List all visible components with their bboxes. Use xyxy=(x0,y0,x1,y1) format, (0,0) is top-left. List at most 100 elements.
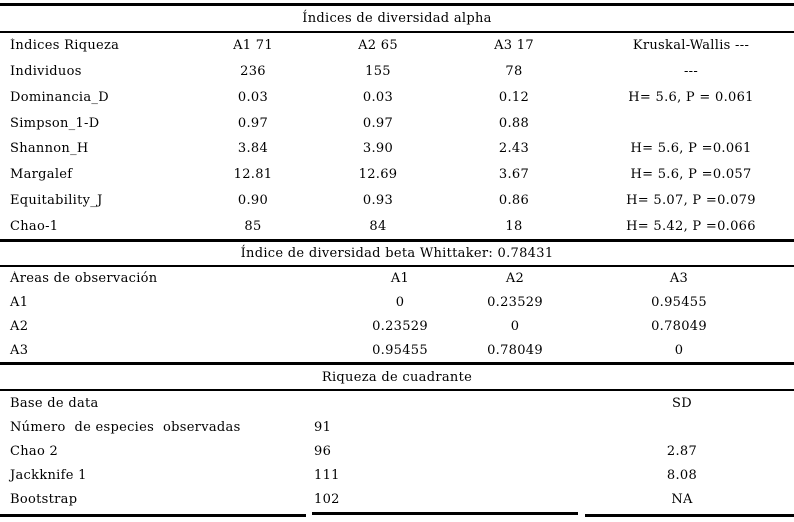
value-cell: 2.87 xyxy=(666,443,698,459)
value-cell: 0.86 xyxy=(498,192,530,208)
value-cell: 0.12 xyxy=(498,89,530,105)
value-cell: 111 xyxy=(314,468,340,484)
table-row: Margalef 12.81 12.69 3.67 H= 5.6, P =0.057 xyxy=(0,162,794,188)
alpha-beta-divider-rule xyxy=(0,239,794,242)
value-cell: 78 xyxy=(505,64,523,80)
table-row: Jackknife 1 111 8.08 xyxy=(0,464,794,488)
value-cell: 84 xyxy=(369,218,387,234)
table-row: Simpson_1-D 0.97 0.97 0.88 xyxy=(0,110,794,136)
value-cell: 102 xyxy=(314,492,340,508)
value-cell: 2.43 xyxy=(498,141,530,157)
quadrant-table-body: Base de data SD Número de especies observa… xyxy=(0,391,794,512)
section-beta-diversity: Índice de diversidad beta Whittaker: 0.7… xyxy=(0,242,794,362)
value-cell: 0 xyxy=(395,295,405,311)
value-cell: 0.95455 xyxy=(372,342,428,358)
value-cell: 12.69 xyxy=(358,167,398,183)
value-cell: 96 xyxy=(314,443,332,459)
value-cell: --- xyxy=(683,64,699,80)
bottom-rule-middle-segment xyxy=(312,511,578,515)
value-cell: A3 xyxy=(669,271,689,287)
quadrant-section-title: Riqueza de cuadrante xyxy=(321,369,473,385)
value-cell: H= 5.6, P = 0.061 xyxy=(628,89,754,105)
row-label-cell: Equitability_J xyxy=(10,192,103,208)
value-cell: 8.08 xyxy=(666,468,698,484)
value-cell: 0 xyxy=(674,342,684,358)
table-row: Índices Riqueza A1 71 A2 65 A3 17 Kruskal-Wa… xyxy=(0,33,794,59)
beta-section-title: Índice de diversidad beta Whittaker: 0.7… xyxy=(240,246,554,261)
value-cell: 91 xyxy=(314,419,332,435)
table-row: Individuos 236 155 78 --- xyxy=(0,59,794,85)
row-label-cell: Jackknife 1 xyxy=(10,468,87,484)
alpha-table-body: Índices Riqueza A1 71 A2 65 A3 17 Kruskal-Wa… xyxy=(0,33,794,239)
value-cell: 0.23529 xyxy=(487,295,543,311)
row-label-cell: Margalef xyxy=(10,167,73,183)
row-label-cell: Shannon_H xyxy=(10,141,89,157)
value-cell: NA xyxy=(671,492,693,508)
row-label-cell: Base de data xyxy=(10,395,99,411)
value-cell: A3 17 xyxy=(494,38,534,54)
value-cell: 0 xyxy=(510,318,520,334)
bottom-rule xyxy=(0,511,794,518)
top-rule xyxy=(0,3,794,6)
value-cell: 0.88 xyxy=(498,115,530,131)
value-cell: 155 xyxy=(365,64,391,80)
value-cell: A1 xyxy=(390,271,410,287)
table-row: Shannon_H 3.84 3.90 2.43 H= 5.6, P =0.061 xyxy=(0,136,794,162)
value-cell: 18 xyxy=(505,218,523,234)
row-label-cell: Chao 2 xyxy=(10,443,59,459)
table-row: A1 0 0.23529 0.95455 xyxy=(0,291,794,315)
value-cell: 0.95455 xyxy=(651,295,707,311)
section-alpha-diversity: Índices de diversidad alpha Índices Riqu… xyxy=(0,6,794,239)
value-cell: H= 5.6, P =0.057 xyxy=(630,167,752,183)
value-cell: SD xyxy=(672,395,692,411)
value-cell: 85 xyxy=(244,218,262,234)
row-label-cell: Individuos xyxy=(10,64,82,80)
value-cell: 0.97 xyxy=(362,115,394,131)
value-cell: 0.23529 xyxy=(372,318,428,334)
table-row: Áreas de observación A1 A2 A3 xyxy=(0,267,794,291)
beta-quadrant-divider-rule xyxy=(0,362,794,365)
alpha-title-rule xyxy=(0,31,794,33)
row-label-cell: A2 xyxy=(10,318,29,334)
row-label-cell: Número de especies observadas xyxy=(10,419,241,435)
beta-title-rule xyxy=(0,265,794,267)
table-row: Dominancia_D 0.03 0.03 0.12 H= 5.6, P = 0.06… xyxy=(0,85,794,111)
table-row: A3 0.95455 0.78049 0 xyxy=(0,338,794,362)
table-row: Número de especies observadas 91 xyxy=(0,415,794,439)
value-cell: A2 xyxy=(505,271,525,287)
table-row: Chao 2 96 2.87 xyxy=(0,439,794,463)
row-label-cell: Áreas de observación xyxy=(10,271,158,287)
value-cell: H= 5.42, P =0.066 xyxy=(626,218,756,234)
bottom-rule-right-segment xyxy=(585,513,794,517)
value-cell: 0.78049 xyxy=(651,318,707,334)
value-cell: 3.90 xyxy=(362,141,394,157)
value-cell: H= 5.07, P =0.079 xyxy=(626,192,756,208)
value-cell: 236 xyxy=(240,64,266,80)
section-quadrant-richness: Riqueza de cuadrante Base de data SD Númer… xyxy=(0,365,794,512)
value-cell: 12.81 xyxy=(233,167,273,183)
row-label-cell: Bootstrap xyxy=(10,492,78,508)
beta-table-body: Áreas de observación A1 A2 A3 A1 0 0.23529 0.95… xyxy=(0,267,794,362)
value-cell: 3.67 xyxy=(498,167,530,183)
row-label-cell: A3 xyxy=(10,342,29,358)
row-label-cell: Índices Riqueza xyxy=(10,38,120,54)
row-label-cell: Simpson_1-D xyxy=(10,115,100,131)
value-cell: 0.03 xyxy=(237,89,269,105)
value-cell: A2 65 xyxy=(358,38,398,54)
value-cell: Kruskal-Wallis --- xyxy=(632,38,750,54)
value-cell: A1 71 xyxy=(233,38,273,54)
value-cell: 3.84 xyxy=(237,141,269,157)
row-label-cell: Chao-1 xyxy=(10,218,59,234)
alpha-section-title: Índices de diversidad alpha xyxy=(302,11,492,26)
row-label-cell: A1 xyxy=(10,295,29,311)
value-cell: 0.97 xyxy=(237,115,269,131)
value-cell: 0.90 xyxy=(237,192,269,208)
bottom-rule-left-segment xyxy=(0,513,306,517)
table-row: Equitability_J 0.90 0.93 0.86 H= 5.07, P =0.… xyxy=(0,188,794,214)
quadrant-title-rule xyxy=(0,389,794,391)
value-cell: 0.93 xyxy=(362,192,394,208)
table-row: A2 0.23529 0 0.78049 xyxy=(0,315,794,339)
value-cell: 0.78049 xyxy=(487,342,543,358)
table-row: Base de data SD xyxy=(0,391,794,415)
